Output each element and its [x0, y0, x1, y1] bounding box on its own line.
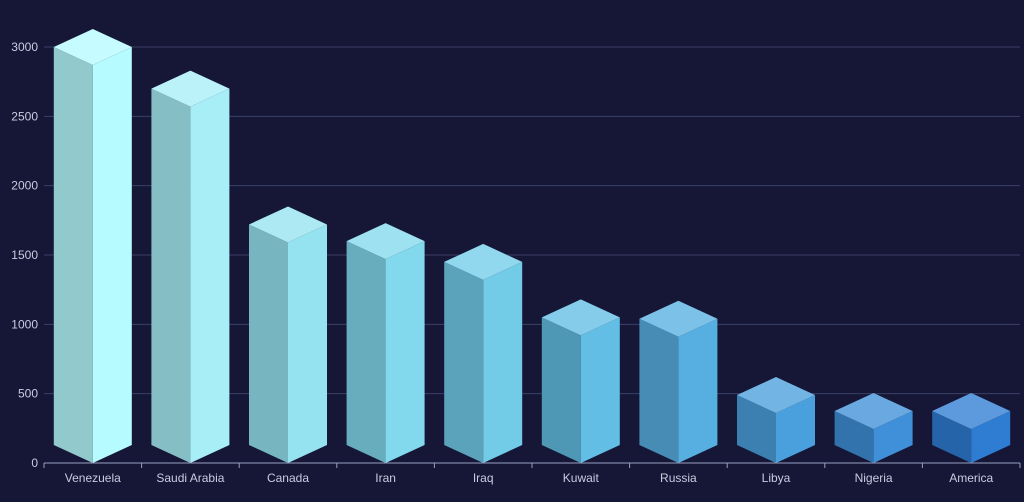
x-tick-label: Saudi Arabia: [156, 471, 224, 485]
y-tick-label: 500: [18, 387, 38, 401]
bar-top-face: [541, 299, 620, 336]
axes: 0 500 1000 1500 2000 2500 3000 Venezuela Saudi A…: [11, 40, 1021, 485]
bar-top-face: [346, 223, 425, 260]
x-tick-label: Canada: [267, 471, 309, 485]
bar-top-face: [249, 206, 327, 243]
bar-top-face: [737, 377, 815, 414]
bar-top-face: [639, 300, 718, 337]
y-tick-label: 2500: [11, 109, 38, 123]
bar-left-face: [444, 261, 484, 463]
bar-left-face: [834, 411, 874, 463]
bar: [834, 393, 913, 463]
x-tick-label: Iraq: [473, 471, 494, 485]
bar-top-face: [834, 393, 913, 429]
bar: [737, 377, 815, 463]
bar-left-face: [53, 47, 93, 463]
bar: [444, 243, 523, 463]
y-tick-label: 3000: [11, 40, 38, 54]
x-tick-label: America: [949, 471, 993, 485]
bar: [541, 299, 620, 463]
bar-right-face: [971, 411, 1011, 463]
bar-left-face: [249, 224, 288, 463]
bar: [932, 393, 1011, 463]
bar-left-face: [346, 241, 386, 463]
bar-right-face: [385, 241, 425, 463]
bar-top-face: [932, 393, 1011, 429]
x-tick-label: Iran: [375, 471, 396, 485]
y-tick-label: 0: [31, 456, 38, 470]
y-tick-label: 1000: [11, 317, 38, 331]
bar-right-face: [190, 88, 230, 463]
bar-right-face: [92, 47, 132, 463]
bar-left-face: [737, 395, 776, 463]
bar-right-face: [873, 411, 913, 463]
bar-top-face: [151, 70, 230, 107]
bars: [53, 29, 1011, 463]
bar-right-face: [483, 261, 523, 463]
y-tick-label: 1500: [11, 248, 38, 262]
bar: [151, 70, 230, 463]
bar-left-face: [151, 88, 191, 463]
bar-right-face: [776, 395, 815, 463]
bar: [249, 206, 327, 463]
bar: [53, 29, 132, 463]
bar-right-face: [288, 224, 327, 463]
bar-left-face: [639, 318, 679, 463]
x-tick-label: Venezuela: [65, 471, 121, 485]
bar-left-face: [541, 317, 581, 463]
x-tick-label: Libya: [762, 471, 791, 485]
bar-right-face: [678, 318, 718, 463]
x-tick-label: Nigeria: [855, 471, 893, 485]
x-tick-label: Russia: [660, 471, 697, 485]
bar-top-face: [53, 29, 132, 65]
bar-left-face: [932, 411, 972, 463]
bar-top-face: [444, 243, 523, 280]
x-tick-label: Kuwait: [563, 471, 600, 485]
bar: [346, 223, 425, 463]
y-tick-label: 2000: [11, 179, 38, 193]
bar: [639, 300, 718, 463]
bar-right-face: [580, 317, 620, 463]
